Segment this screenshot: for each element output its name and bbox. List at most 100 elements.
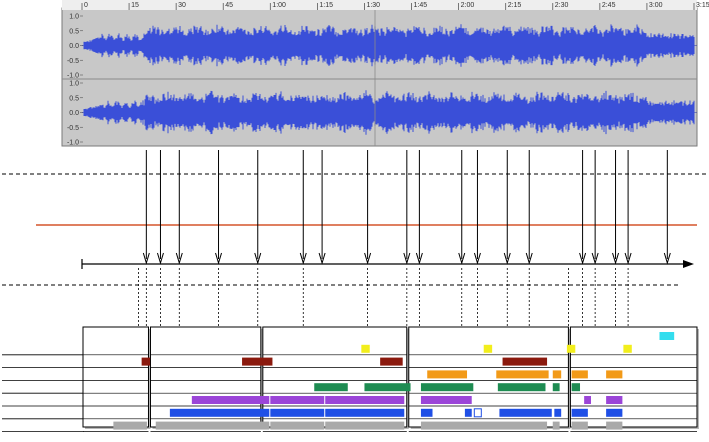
segment-box (569, 326, 698, 428)
event-marker-arrowhead (364, 252, 372, 265)
track-block (420, 421, 548, 430)
amplitude-label: 0.5 (69, 95, 79, 102)
track-block (155, 421, 270, 430)
ruler-tick-label: 1:15 (319, 2, 333, 9)
time-ruler (62, 0, 697, 10)
ruler-tick-label: 1:30 (366, 2, 380, 9)
timeline-arrow-head (683, 260, 694, 268)
ruler-tick-label: 2:15 (508, 2, 522, 9)
amplitude-labels: 1.00.50.0-0.5-1.01.00.50.0-0.5-1.0 (67, 14, 83, 147)
track-block (270, 421, 325, 430)
event-marker-arrowhead (215, 252, 223, 265)
ruler-tick-label: 3:00 (649, 2, 663, 9)
track-block (270, 408, 325, 417)
track-block-outline (473, 408, 482, 418)
ruler-tick-label: 30 (178, 2, 186, 9)
track-block (242, 357, 273, 366)
event-marker-arrowhead (473, 252, 481, 265)
ruler-tick-label: 2:45 (602, 2, 616, 9)
amplitude-label: 0.5 (69, 28, 79, 35)
track-block (113, 421, 147, 430)
event-marker-arrowhead (156, 252, 164, 265)
ruler-tick-label: 1:00 (272, 2, 286, 9)
event-marker-arrowhead (318, 252, 326, 265)
track-block (427, 370, 468, 379)
ruler-tick-label: 0 (84, 2, 88, 9)
track-block (552, 370, 562, 379)
time-ruler-ticks: 0 15 30 45 1:00 1:15 1:30 1:45 2:00 2:15 2:30 2:45 3… (81, 2, 709, 10)
track-block (571, 421, 588, 430)
amplitude-label: -1.0 (67, 140, 79, 147)
track-block (606, 370, 623, 379)
amplitude-label: 0.0 (69, 43, 79, 50)
track-block (606, 421, 623, 430)
waveform-channel-left (83, 24, 695, 67)
ruler-tick-label: 2:00 (461, 2, 475, 9)
track-block (552, 421, 560, 430)
track-block (571, 383, 581, 392)
track-block (270, 396, 325, 404)
event-marker-arrowhead (458, 252, 466, 265)
track-block (496, 370, 549, 379)
amplitude-label: 1.0 (69, 14, 79, 21)
amplitude-label: 1.0 (69, 81, 79, 88)
track-block (464, 408, 472, 417)
event-marker-arrowhead (299, 252, 307, 265)
track-block (566, 344, 576, 353)
track-block (141, 357, 151, 366)
track-block (606, 396, 623, 404)
event-marker-arrowhead (175, 252, 183, 265)
track-block (497, 383, 546, 392)
track-block (325, 408, 405, 417)
track-block (364, 383, 411, 392)
amplitude-label: -0.5 (67, 125, 79, 132)
event-marker-arrowhead (254, 252, 262, 265)
event-marker-arrowhead (415, 252, 423, 265)
waveform-channels (62, 10, 697, 146)
event-marker-arrowhead (624, 252, 632, 265)
amplitude-label: -0.5 (67, 58, 79, 65)
track-block (325, 421, 405, 430)
event-marker-arrowhead (403, 252, 411, 265)
track-block (420, 408, 433, 417)
track-block (420, 396, 472, 404)
track-block (606, 408, 623, 417)
amplitude-label: 0.0 (69, 110, 79, 117)
track-block (314, 383, 348, 392)
ruler-tick-label: 3:15 (696, 2, 709, 9)
track-block (361, 344, 370, 353)
track-block (659, 332, 675, 340)
track-block (552, 383, 560, 392)
track-block (502, 357, 548, 366)
event-marker-arrowhead (525, 252, 533, 265)
ruler-tick-label: 45 (225, 2, 233, 9)
track-block (191, 396, 270, 404)
ruler-tick-label: 15 (131, 2, 139, 9)
ruler-tick-label: 2:30 (555, 2, 569, 9)
event-marker-arrowhead (142, 252, 150, 265)
ruler-tick-label: 1:45 (414, 2, 428, 9)
waveform-channel-right (83, 90, 695, 135)
event-marker-arrowhead (579, 252, 587, 265)
track-block (325, 396, 405, 404)
event-marker-arrowhead (503, 252, 511, 265)
event-markers (142, 150, 671, 265)
track-area (2, 326, 699, 433)
track-block (169, 408, 270, 417)
audio-waveform-view: 0 15 30 45 1:00 1:15 1:30 1:45 2:00 2:15 2:30 2:45 3… (61, 0, 709, 147)
track-block (584, 396, 591, 404)
track-block (499, 408, 552, 417)
event-marker-arrowhead (663, 252, 671, 265)
event-marker-arrowhead (591, 252, 599, 265)
track-block (483, 344, 493, 353)
track-block (623, 344, 632, 353)
segment-box (82, 326, 149, 428)
track-block (380, 357, 403, 366)
track-block (571, 370, 588, 379)
track-block (420, 383, 474, 392)
track-block (571, 408, 588, 417)
track-block (554, 408, 562, 417)
amplitude-label: -1.0 (67, 73, 79, 80)
timeline-axis (81, 259, 694, 269)
